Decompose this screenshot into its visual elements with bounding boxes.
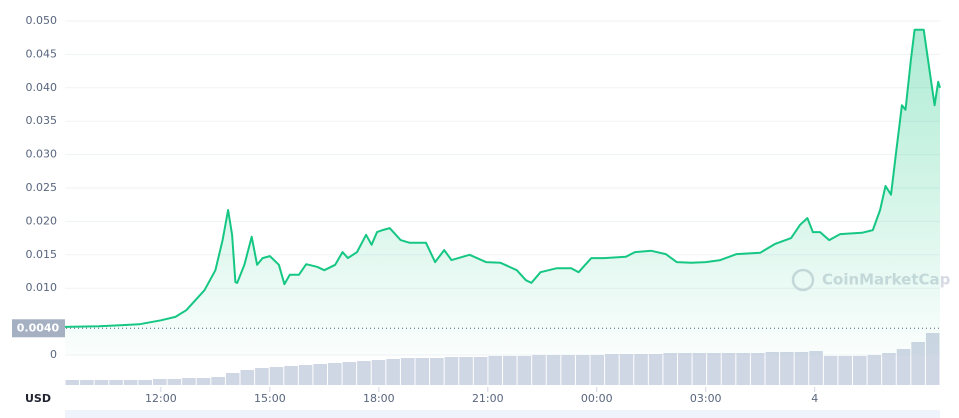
volume-bar xyxy=(240,370,255,385)
volume-bar xyxy=(94,380,109,385)
volume-bar xyxy=(750,353,765,385)
x-tick-label: 18:00 xyxy=(363,392,395,405)
volume-bar xyxy=(138,380,152,385)
volume-bar xyxy=(298,365,313,385)
volume-bar xyxy=(882,353,896,385)
y-tick-label: 0.050 xyxy=(26,14,58,27)
volume-bar xyxy=(473,357,488,385)
y-tick-label: 0 xyxy=(50,348,57,361)
volume-bar xyxy=(80,380,94,385)
x-tick-label: 12:00 xyxy=(145,392,177,405)
volume-bar xyxy=(663,353,677,385)
current-price-box xyxy=(12,319,65,338)
volume-bar xyxy=(444,357,459,385)
y-tick-label: 0.020 xyxy=(26,214,58,227)
volume-bar xyxy=(371,360,386,385)
volume-bar xyxy=(386,359,400,385)
x-tick-label: 00:00 xyxy=(581,392,613,405)
volume-bar xyxy=(780,352,794,385)
volume-bar xyxy=(765,352,780,385)
volume-bar xyxy=(182,378,196,385)
volume-bar xyxy=(153,379,167,385)
volume-bar xyxy=(561,355,575,385)
current-price-label: 0.0040 xyxy=(17,321,60,334)
volume-bar xyxy=(255,368,269,385)
volume-bar xyxy=(123,380,138,385)
currency-label: USD xyxy=(25,392,51,405)
y-tick-label: 0.015 xyxy=(26,248,58,261)
y-tick-label: 0.045 xyxy=(26,47,58,60)
volume-bar xyxy=(648,354,663,385)
volume-bar xyxy=(313,364,327,385)
y-tick-label: 0.010 xyxy=(26,281,58,294)
volume-bar xyxy=(546,355,561,385)
volume-bar xyxy=(328,363,342,385)
volume-bar xyxy=(167,379,182,385)
volume-bar xyxy=(619,354,634,385)
volume-bar xyxy=(867,355,882,385)
x-tick-label: 4 xyxy=(811,392,818,405)
volume-bar xyxy=(196,378,211,385)
price-area xyxy=(65,29,940,355)
volume-bar xyxy=(721,353,736,385)
volume-bar xyxy=(590,355,605,385)
volume-bar xyxy=(896,349,911,385)
volume-bar xyxy=(575,355,590,385)
volume-bar xyxy=(532,355,546,385)
volume-bar xyxy=(634,354,648,385)
volume-bar xyxy=(809,351,823,385)
volume-bar xyxy=(430,358,444,385)
volume-bar xyxy=(678,353,692,385)
x-tick-label: 21:00 xyxy=(472,392,504,405)
volume-bar xyxy=(503,356,517,385)
volume-bar xyxy=(692,353,707,385)
y-tick-label: 0.025 xyxy=(26,181,58,194)
volume-bar xyxy=(794,352,809,385)
x-tick-label: 15:00 xyxy=(254,392,286,405)
volume-bar xyxy=(605,354,619,385)
volume-bar xyxy=(211,377,225,385)
x-tick-label: 03:00 xyxy=(690,392,722,405)
volume-bar xyxy=(838,356,852,385)
price-line xyxy=(64,28,941,328)
volume-bar xyxy=(707,353,721,385)
volume-bar xyxy=(284,366,298,385)
volume-bar xyxy=(342,362,357,385)
volume-bar xyxy=(109,380,123,385)
y-tick-label: 0.040 xyxy=(26,81,58,94)
volume-bar xyxy=(65,380,80,385)
volume-bar xyxy=(823,356,838,385)
volume-bar xyxy=(488,356,502,385)
volume-bar xyxy=(853,356,867,385)
volume-bar xyxy=(400,358,415,385)
volume-bar xyxy=(517,356,532,385)
volume-bar xyxy=(357,361,371,385)
range-strip xyxy=(65,410,940,418)
y-tick-label: 0.035 xyxy=(26,114,58,127)
volume-bar xyxy=(269,367,284,385)
volume-bar xyxy=(225,373,240,385)
y-tick-label: 0.030 xyxy=(26,148,58,161)
volume-bar xyxy=(459,357,473,385)
volume-bar xyxy=(415,358,430,385)
volume-bar xyxy=(736,353,750,385)
